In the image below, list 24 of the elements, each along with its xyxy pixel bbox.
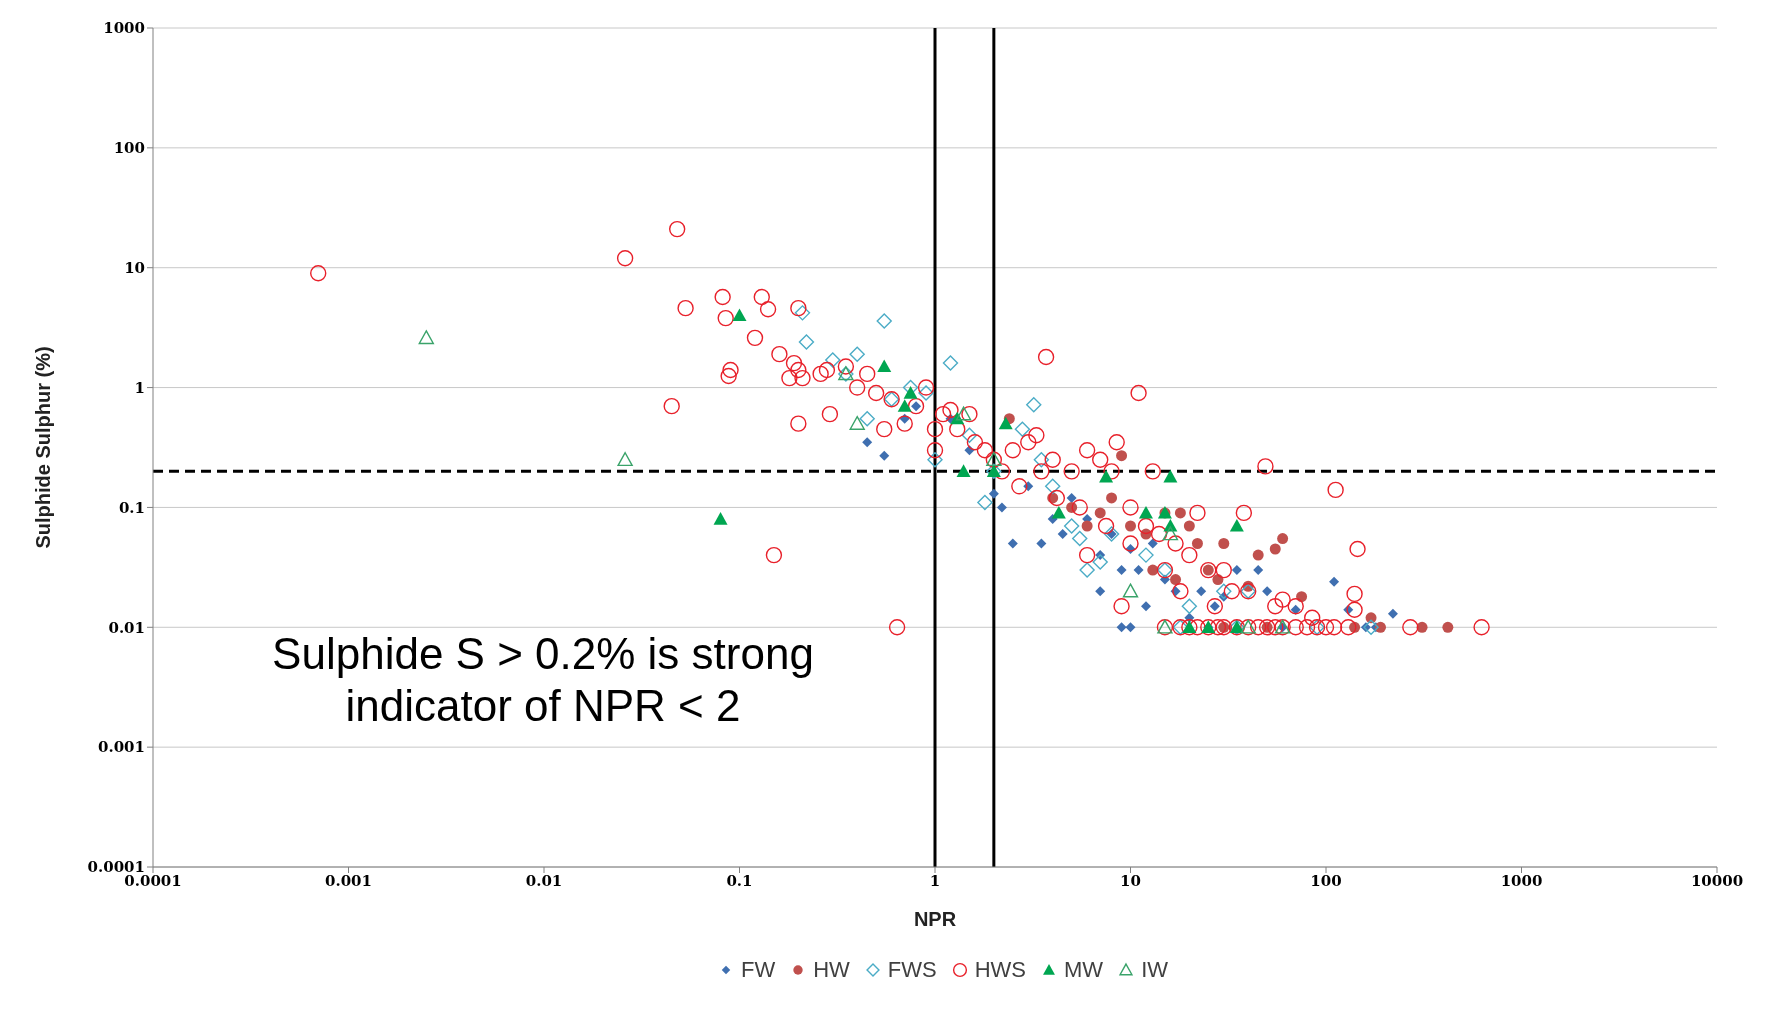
legend-label: IW — [1140, 957, 1169, 983]
x-axis-title: NPR — [913, 908, 957, 931]
y-tick-label: 0.01 — [108, 618, 145, 637]
y-tick-label: 1 — [134, 378, 145, 397]
legend-label: HW — [812, 957, 850, 983]
y-axis-title: Sulphide Sulphur (%) — [32, 346, 55, 549]
y-tick-label: 10 — [124, 259, 145, 278]
x-tick-label: 10 — [1120, 871, 1141, 890]
legend-label: MW — [1063, 957, 1104, 983]
x-tick-label: 0.1 — [726, 871, 753, 890]
x-tick-label: 1 — [929, 871, 941, 890]
y-tick-label: 100 — [113, 139, 145, 158]
x-tick-label: 0.001 — [325, 871, 372, 890]
x-tick-label: 0.01 — [525, 871, 563, 890]
annotation: Sulphide S > 0.2% is strong indicator of NPR < 2 — [271, 628, 815, 732]
x-tick-label: 1000 — [1500, 871, 1543, 890]
legend-label: FWS — [886, 957, 937, 983]
x-tick-label: 10000 — [1690, 871, 1744, 890]
y-tick-label: 1000 — [103, 19, 145, 38]
y-tick-label: 0.1 — [118, 498, 145, 517]
legend-label: FW — [739, 957, 776, 983]
x-tick-label: 100 — [1310, 871, 1342, 890]
y-tick-label: 0.001 — [98, 738, 145, 757]
legend-label: HWS — [973, 957, 1027, 983]
